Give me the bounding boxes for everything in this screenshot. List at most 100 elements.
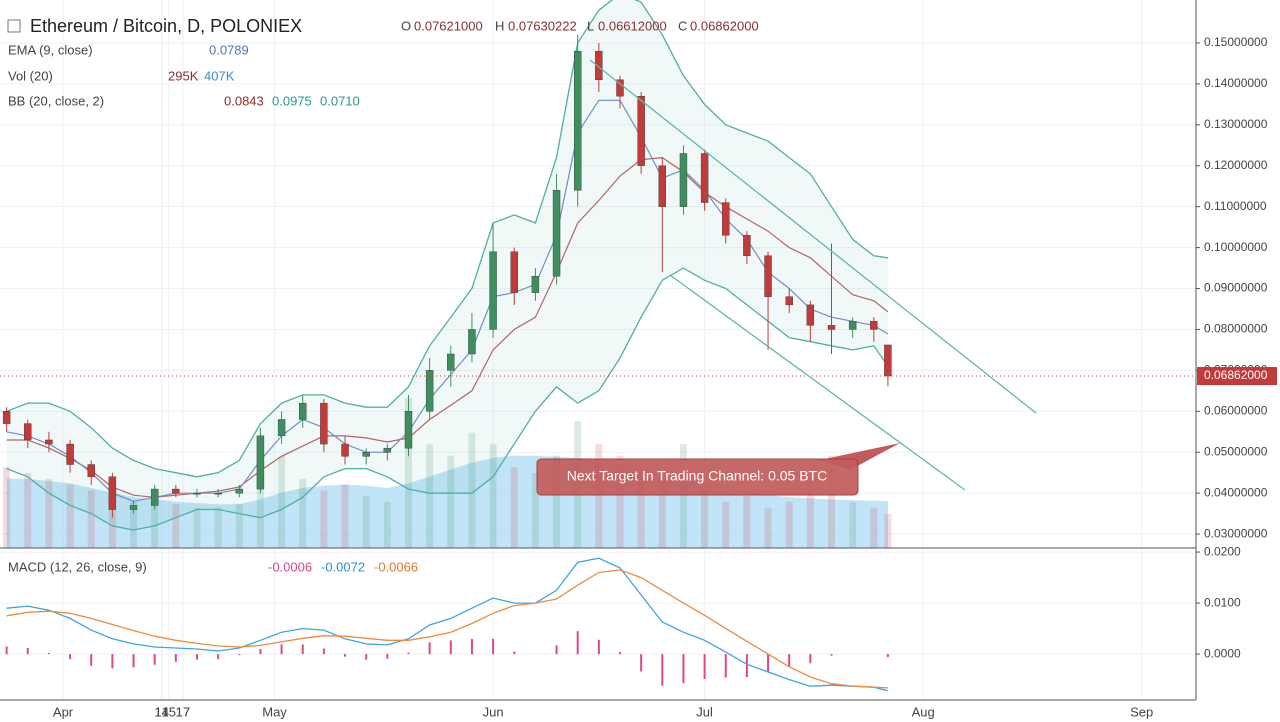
- macd-value: -0.0066: [374, 559, 418, 574]
- volume-bar: [447, 455, 455, 548]
- volume-bar: [341, 484, 349, 548]
- candle-body: [320, 402, 328, 445]
- macd-value: -0.0006: [268, 559, 312, 574]
- volume-bar: [849, 501, 857, 548]
- macd-title: MACD (12, 26, close, 9): [8, 559, 147, 574]
- y-tick-label: 0.11000000: [1204, 199, 1267, 213]
- volume-bar: [278, 455, 286, 548]
- header: Ethereum / Bitcoin, D, POLONIEX O 0.0762…: [7, 16, 759, 574]
- x-tick-label: 14: [154, 704, 168, 719]
- candle-body: [362, 452, 370, 457]
- candle-body: [341, 443, 349, 457]
- volume-bar: [595, 444, 603, 548]
- candle-body: [447, 353, 455, 371]
- y-tick-label: 0.09000000: [1204, 281, 1268, 295]
- volume-bar: [785, 501, 793, 548]
- last-price-box: [1197, 367, 1277, 386]
- channel-lower: [669, 274, 966, 491]
- indicator-name: Vol (20): [8, 68, 53, 83]
- candle-body: [679, 153, 688, 207]
- y-tick-label: 0.03000000: [1204, 526, 1268, 540]
- volume-bar: [468, 432, 476, 548]
- annotation: Next Target In Trading Channel: 0.05 BTC: [536, 443, 900, 496]
- candle-body: [616, 79, 624, 97]
- volume-bar: [510, 467, 518, 548]
- volume-bar: [489, 444, 497, 548]
- y-tick-label: 0.12000000: [1204, 158, 1268, 172]
- volume-bar: [320, 490, 328, 548]
- candle-body: [884, 344, 892, 377]
- candle-body: [722, 202, 730, 236]
- channel-upper: [589, 59, 1037, 414]
- ohlc-value: 0.06612000: [598, 18, 667, 33]
- volume-bar: [87, 490, 95, 548]
- candle-body: [552, 190, 561, 277]
- volume-bar: [383, 501, 391, 548]
- last-price-label: 0.06862000: [1204, 368, 1268, 382]
- candle-body: [573, 50, 582, 191]
- y-tick-label: 0.0200: [1204, 544, 1241, 558]
- candle-body: [87, 464, 95, 477]
- volume-bar: [828, 455, 836, 548]
- candle-body: [235, 488, 243, 494]
- y-tick-label: 0.08000000: [1204, 322, 1268, 336]
- x-tick-label: Apr: [53, 704, 74, 719]
- candle-body: [108, 476, 117, 510]
- candle-body: [425, 370, 434, 412]
- candle-body: [806, 304, 815, 326]
- volume-bar: [45, 478, 53, 548]
- y-tick-label: 0.04000000: [1204, 485, 1268, 499]
- indicator-name: BB (20, close, 2): [8, 93, 104, 108]
- candle-body: [827, 325, 836, 330]
- volume-bar: [108, 496, 116, 548]
- volume-bar: [553, 455, 561, 548]
- volume-bar: [3, 467, 11, 548]
- candle-body: [193, 492, 201, 495]
- volume-bar: [637, 467, 645, 548]
- volume-bar: [722, 501, 730, 548]
- ohlc-value: 0.07621000: [414, 18, 483, 33]
- volume-bar: [193, 507, 201, 548]
- y-tick-label: 0.10000000: [1204, 240, 1268, 254]
- y-tick-label: 0.0100: [1204, 595, 1241, 609]
- macd-line: [6, 569, 888, 689]
- bb-fill: [6, 0, 888, 530]
- y-tick-label: 0.13000000: [1204, 117, 1268, 131]
- candle-body: [510, 251, 518, 293]
- bb-upper: [6, 0, 888, 478]
- volume-bar: [616, 455, 624, 548]
- x-tick-label: Jul: [696, 704, 713, 719]
- candle-body: [658, 165, 666, 207]
- volume-bar: [214, 507, 222, 548]
- y-tick-label: 0.0000: [1204, 646, 1241, 660]
- bb-lower: [6, 267, 889, 531]
- candle-body: [468, 329, 476, 355]
- x-tick-label: 17: [176, 704, 190, 719]
- ohlc-key: H: [495, 18, 504, 33]
- x-tick-label: May: [262, 704, 287, 719]
- indicator-value: 0.0975: [272, 93, 312, 108]
- candle-body: [743, 235, 751, 256]
- volume-bar: [870, 507, 878, 548]
- volume-bar: [701, 490, 709, 548]
- candle-body: [785, 296, 793, 306]
- x-tick-label: 14: [154, 704, 168, 719]
- macd-line: [6, 557, 889, 692]
- candle-body: [637, 95, 645, 166]
- candle-body: [848, 321, 857, 330]
- volume-bar: [172, 504, 180, 548]
- volume-bar: [426, 444, 434, 548]
- annotation-box: [536, 458, 859, 496]
- collapse-icon[interactable]: [7, 19, 21, 33]
- symbol-title: Ethereum / Bitcoin, D, POLONIEX: [30, 16, 302, 36]
- volume-bar: [884, 513, 892, 548]
- indicator-value: 407K: [204, 68, 235, 83]
- indicator-value: 0.0710: [320, 93, 360, 108]
- ohlc-key: C: [678, 18, 687, 33]
- volume-bar: [151, 499, 159, 548]
- candle-body: [150, 488, 159, 506]
- volume-bar: [743, 496, 751, 548]
- volume-bar: [806, 478, 814, 548]
